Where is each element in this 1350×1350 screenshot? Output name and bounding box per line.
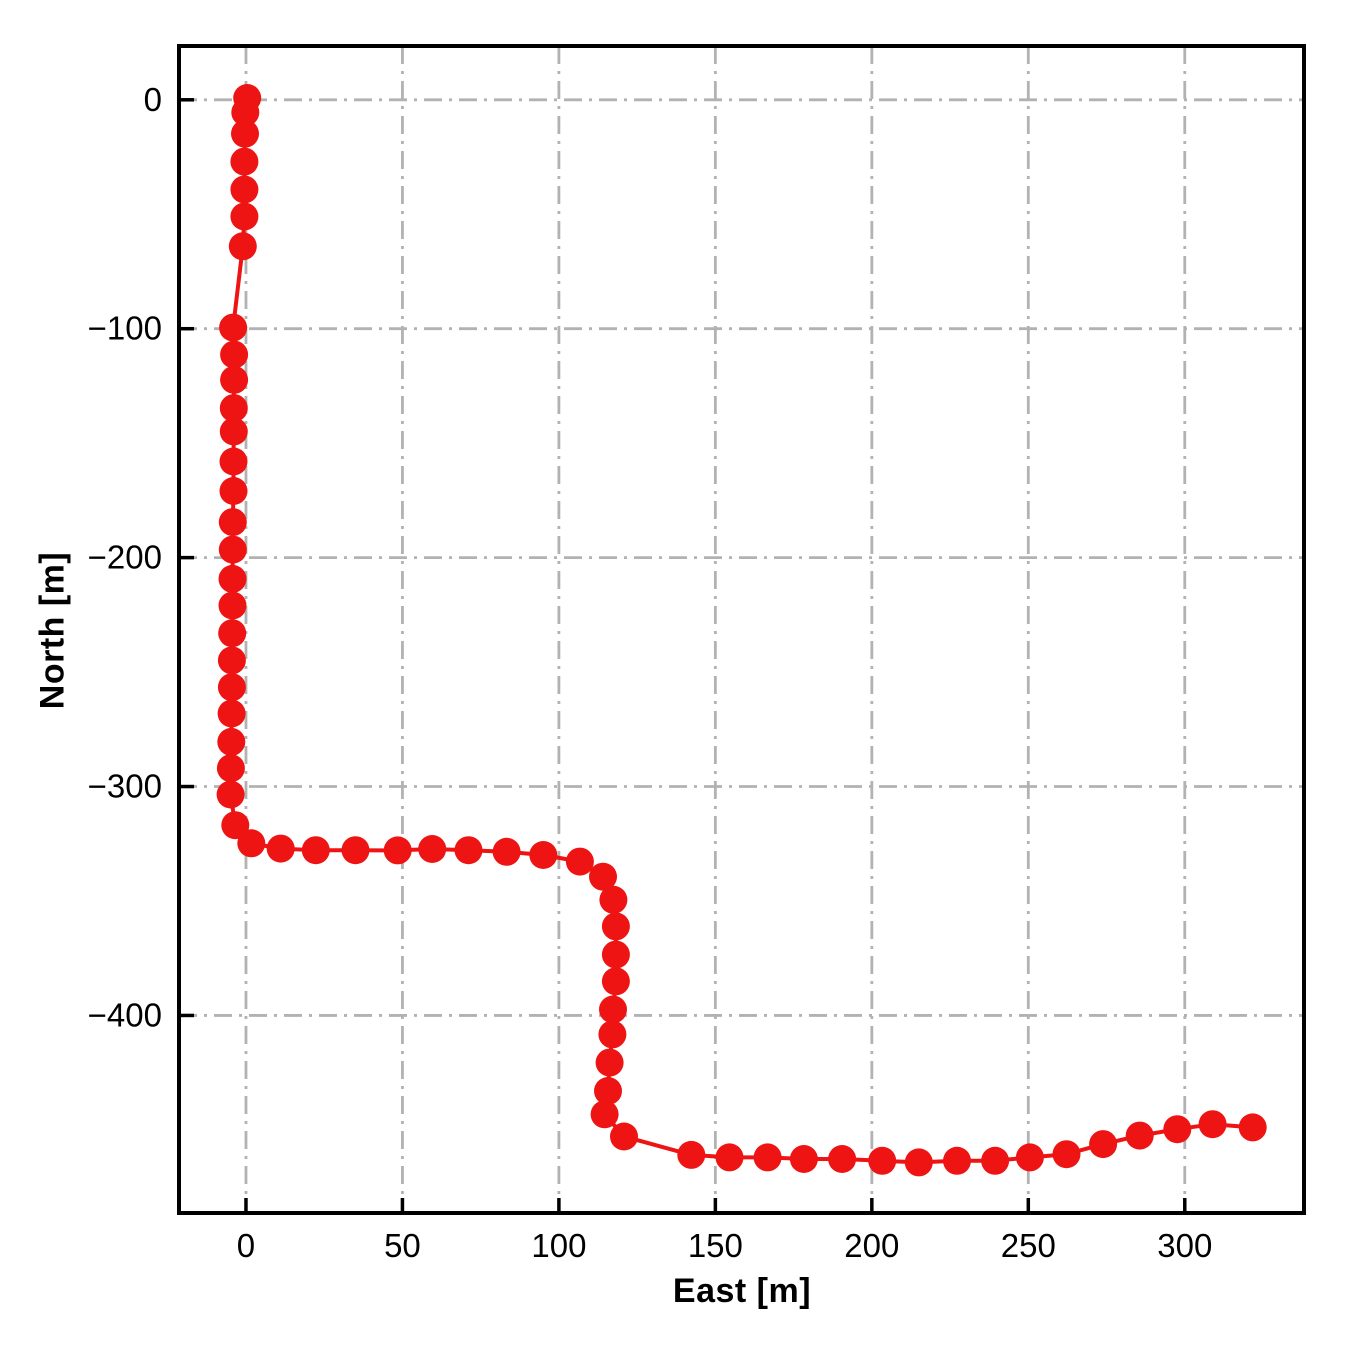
trajectory-point bbox=[599, 885, 628, 914]
x-tick-label-100: 100 bbox=[531, 1227, 586, 1264]
trajectory-point bbox=[220, 340, 249, 369]
trajectory-point bbox=[1238, 1113, 1267, 1142]
trajectory-point bbox=[753, 1143, 782, 1172]
trajectory-point bbox=[231, 119, 259, 148]
trajectory-point bbox=[1198, 1110, 1227, 1139]
y-tick-label--200: −200 bbox=[88, 539, 162, 576]
trajectory-point bbox=[828, 1145, 857, 1173]
axes-spines bbox=[177, 44, 1306, 1215]
y-axis-label: North [m] bbox=[33, 551, 72, 710]
trajectory-point bbox=[217, 727, 246, 756]
trajectory-point bbox=[594, 1077, 622, 1105]
trajectory-point bbox=[218, 619, 247, 648]
trajectory-point bbox=[610, 1122, 638, 1151]
trajectory-point bbox=[601, 967, 630, 996]
trajectory-point bbox=[230, 202, 259, 231]
y-tick-label--300: −300 bbox=[88, 768, 162, 805]
trajectory-point bbox=[492, 837, 521, 866]
trajectory-point bbox=[230, 175, 259, 204]
x-axis-label: East [m] bbox=[672, 1272, 812, 1310]
y-tick-label--400: −400 bbox=[88, 996, 162, 1033]
trajectory-point bbox=[454, 836, 483, 865]
trajectory-point bbox=[1089, 1130, 1118, 1159]
trajectory-point bbox=[216, 780, 245, 809]
trajectory-point bbox=[218, 564, 247, 593]
x-tick-label-300: 300 bbox=[1157, 1227, 1212, 1264]
trajectory-point bbox=[868, 1146, 897, 1175]
trajectory-point bbox=[221, 811, 250, 840]
trajectory-point bbox=[219, 417, 248, 446]
trajectory-point bbox=[715, 1143, 744, 1172]
trajectory-point bbox=[595, 1048, 624, 1077]
trajectory-point bbox=[1125, 1121, 1154, 1150]
trajectory-point bbox=[228, 232, 257, 261]
x-tick-label-200: 200 bbox=[844, 1227, 899, 1264]
trajectory-point bbox=[601, 940, 630, 969]
trajectory-point bbox=[219, 394, 248, 423]
trajectory-point bbox=[598, 1020, 627, 1049]
trajectory-point bbox=[266, 834, 295, 863]
trajectory-line bbox=[228, 96, 1255, 1165]
trajectory-point bbox=[383, 836, 412, 865]
trajectory-point bbox=[789, 1145, 818, 1173]
trajectory-point bbox=[218, 508, 247, 537]
trajectory-point bbox=[1015, 1143, 1044, 1172]
trajectory-point bbox=[219, 477, 248, 505]
trajectory-point bbox=[1163, 1115, 1192, 1144]
trajectory-point bbox=[341, 836, 370, 865]
trajectory-point bbox=[904, 1148, 933, 1177]
trajectory-point bbox=[231, 98, 260, 127]
trajectory-point bbox=[589, 862, 617, 891]
trajectory-point bbox=[230, 147, 259, 176]
trajectory-point bbox=[601, 912, 630, 941]
trajectory-point bbox=[418, 835, 447, 863]
trajectory-point bbox=[218, 535, 247, 564]
trajectory-point bbox=[220, 365, 249, 394]
trajectory-point bbox=[529, 841, 558, 869]
trajectory-point bbox=[218, 591, 247, 620]
x-tick-label-50: 50 bbox=[384, 1227, 421, 1264]
trajectory-point bbox=[219, 313, 248, 342]
trajectory-point bbox=[217, 673, 246, 702]
x-tick-label-250: 250 bbox=[1001, 1227, 1056, 1264]
trajectory-point bbox=[943, 1146, 971, 1175]
trajectory-point bbox=[217, 699, 246, 728]
trajectory-point bbox=[237, 829, 266, 858]
trajectory-point bbox=[219, 447, 248, 476]
x-tick-label-150: 150 bbox=[688, 1227, 743, 1264]
trajectory-point bbox=[677, 1140, 706, 1169]
trajectory-point bbox=[565, 847, 594, 876]
trajectory-point bbox=[1052, 1140, 1081, 1169]
trajectory-point bbox=[599, 995, 627, 1024]
trajectory-point bbox=[217, 646, 246, 675]
trajectory-point bbox=[981, 1146, 1010, 1175]
trajectory-point bbox=[216, 754, 245, 783]
trajectory-point bbox=[590, 1100, 619, 1129]
trajectory-point bbox=[301, 836, 330, 865]
y-tick-label--100: −100 bbox=[88, 310, 162, 347]
x-tick-label-0: 0 bbox=[237, 1227, 255, 1264]
y-tick-label-0: 0 bbox=[144, 81, 162, 118]
